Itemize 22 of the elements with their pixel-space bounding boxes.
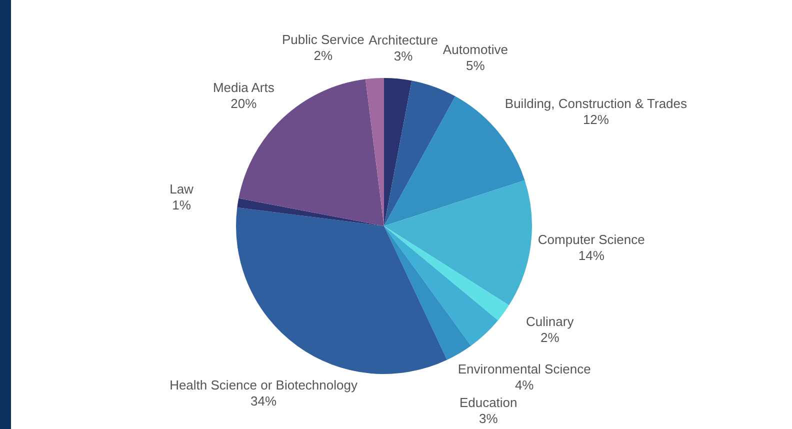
data-label: 1% [172,198,192,213]
slice-label: Law [170,182,194,197]
slice-label: Architecture [368,32,438,48]
data-label: 5% [466,58,486,74]
data-label: 3% [394,48,414,64]
slice-label: Media Arts [212,80,275,95]
slice-label: Computer Science [538,232,645,247]
slice-label: Public Service [282,32,364,47]
data-label: 3% [478,410,498,426]
data-label: 14% [578,248,605,263]
data-label: 20% [230,96,258,111]
slice-label: Health Science or Biotechnology [170,378,358,393]
data-label: 34% [250,394,277,409]
slice-label: Automotive [442,42,508,58]
slice-label: Culinary [526,314,574,330]
slice-label: Environmental Science [458,361,591,376]
data-label: 12% [582,112,610,128]
data-label: 4% [514,377,534,392]
data-label: 2% [540,330,560,346]
slice-label: Education [459,394,518,410]
slice-label: Building, Construction & Trades [504,96,688,112]
data-label: 2% [314,48,333,63]
